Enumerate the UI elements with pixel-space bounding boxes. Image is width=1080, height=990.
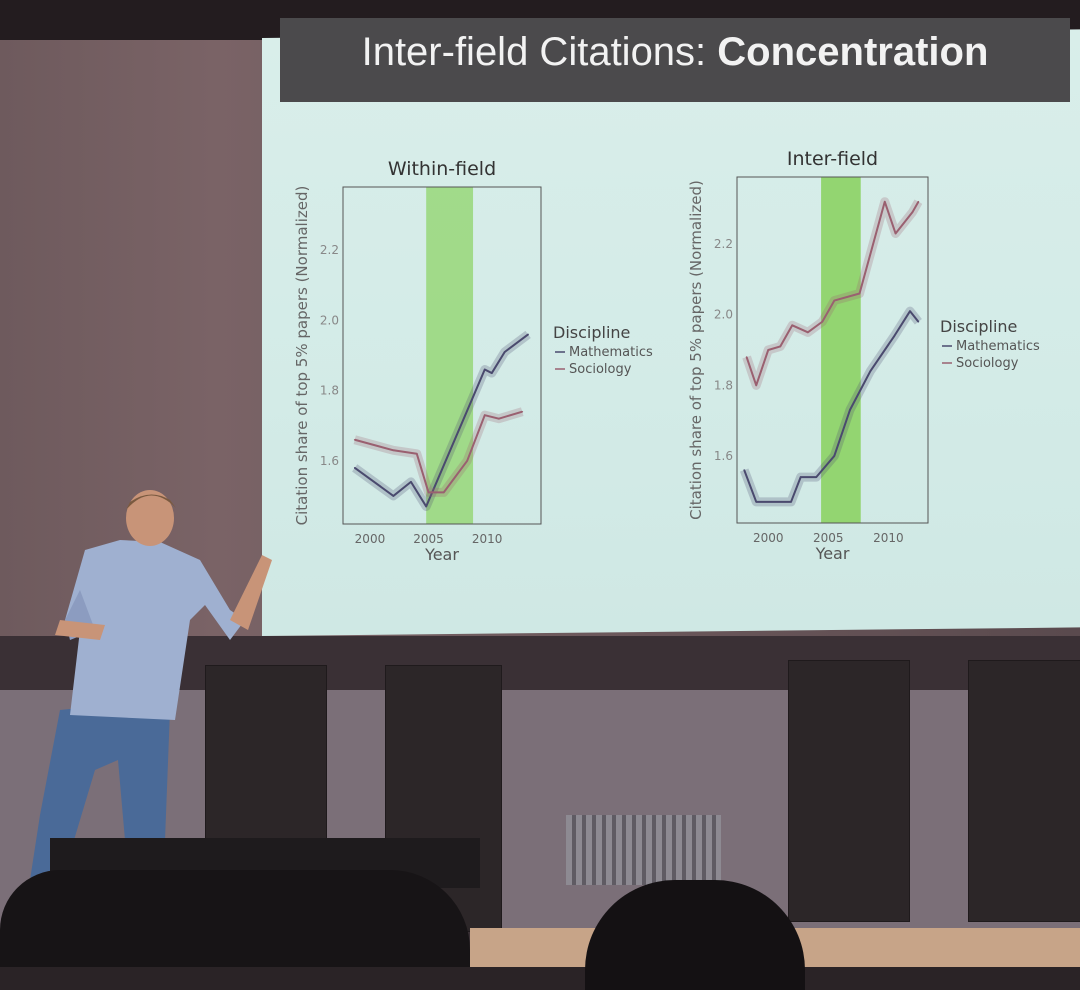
data-point: [833, 455, 836, 457]
data-point: [743, 469, 746, 471]
data-point: [767, 349, 770, 351]
presenter-forearm: [55, 620, 105, 640]
data-point: [427, 491, 430, 494]
legend-title: Discipline: [553, 323, 630, 342]
data-point: [917, 320, 920, 323]
slide-title-bar: [280, 18, 1070, 102]
x-tick-label: 2005: [413, 532, 444, 546]
chart-title: Inter-field: [787, 148, 878, 170]
data-point: [858, 292, 861, 295]
data-point: [483, 414, 486, 416]
data-point: [883, 200, 886, 203]
legend-label-mathematics: Mathematics: [569, 345, 653, 360]
chart-title: Within-field: [388, 158, 496, 180]
x-tick-label: 2000: [355, 532, 386, 546]
data-point: [807, 331, 809, 334]
data-point: [799, 476, 802, 478]
data-point: [527, 333, 529, 336]
audience-silhouette: [0, 870, 470, 967]
x-axis-label: Year: [424, 545, 459, 564]
data-point: [815, 476, 818, 478]
plot-frame: [736, 176, 929, 524]
y-tick-label: 2.0: [714, 308, 733, 322]
data-point: [755, 501, 758, 503]
data-point: [498, 417, 500, 420]
data-point: [410, 481, 412, 483]
within-field-chart: Within-field 2000 2005 2010 1.6 1.8 2.0 2.2 Year…: [293, 158, 653, 564]
slide-title: Inter-field Citations: Concentration: [280, 30, 1070, 75]
presenter-hair: [126, 494, 176, 510]
y-tick-label: 1.8: [714, 378, 733, 392]
wall-panel: [968, 660, 1080, 922]
data-point: [353, 467, 356, 469]
y-tick-label: 1.8: [320, 384, 339, 398]
data-point: [755, 384, 758, 387]
data-point: [392, 495, 395, 497]
data-point: [849, 409, 851, 411]
y-tick-label: 2.0: [320, 313, 339, 327]
x-axis-label: Year: [815, 544, 850, 563]
data-point: [833, 299, 836, 302]
data-point: [894, 232, 897, 235]
data-point: [353, 438, 356, 441]
data-point: [425, 505, 427, 508]
data-point: [893, 335, 896, 337]
plot-frame: [342, 186, 542, 525]
presenter: [30, 490, 272, 880]
presenter-raised-hand: [230, 555, 272, 630]
x-tick-label: 2000: [753, 531, 784, 545]
data-point: [490, 372, 493, 374]
legend-title: Discipline: [940, 317, 1017, 336]
data-point: [521, 410, 524, 413]
x-tick-label: 2005: [813, 531, 844, 545]
data-point: [790, 501, 792, 503]
data-point: [503, 351, 506, 353]
x-tick-label: 2010: [873, 531, 904, 545]
data-point: [483, 368, 486, 371]
wall-vent: [566, 815, 721, 885]
data-point: [416, 452, 418, 455]
data-point: [821, 320, 824, 323]
data-point: [791, 324, 794, 327]
data-point: [392, 449, 395, 452]
highlight-band: [426, 187, 474, 524]
highlight-band: [821, 177, 861, 523]
series-line-mathematics: [354, 333, 529, 508]
inter-field-chart: Inter-field 2000 2005 2010 1.6 1.8 2.0 2.2 Year C…: [687, 148, 1040, 563]
data-point: [911, 211, 914, 214]
data-point: [779, 345, 782, 348]
slide-title-light: Inter-field Citations:: [361, 30, 718, 74]
data-point: [909, 310, 911, 312]
y-tick-label: 1.6: [320, 454, 339, 468]
y-axis-label: Citation share of top 5% papers (Normali…: [293, 186, 311, 526]
slide-title-bold: Concentration: [717, 30, 989, 74]
legend-label-sociology: Sociology: [569, 362, 632, 377]
data-point: [869, 370, 872, 372]
presenter-jeans: [30, 705, 170, 880]
y-tick-label: 2.2: [714, 237, 733, 251]
presenter-head: [126, 490, 174, 546]
wall-panel: [788, 660, 910, 922]
legend-label-sociology: Sociology: [956, 356, 1019, 371]
data-point: [442, 491, 445, 494]
x-tick-label: 2010: [472, 532, 503, 546]
y-tick-label: 1.6: [714, 449, 733, 463]
data-point: [917, 200, 920, 203]
data-point: [745, 356, 748, 358]
data-point: [466, 460, 468, 462]
y-axis-label: Citation share of top 5% papers (Normali…: [687, 180, 705, 520]
presenter-shirt: [65, 540, 245, 720]
y-tick-label: 2.2: [320, 243, 339, 257]
legend-label-mathematics: Mathematics: [956, 339, 1040, 354]
